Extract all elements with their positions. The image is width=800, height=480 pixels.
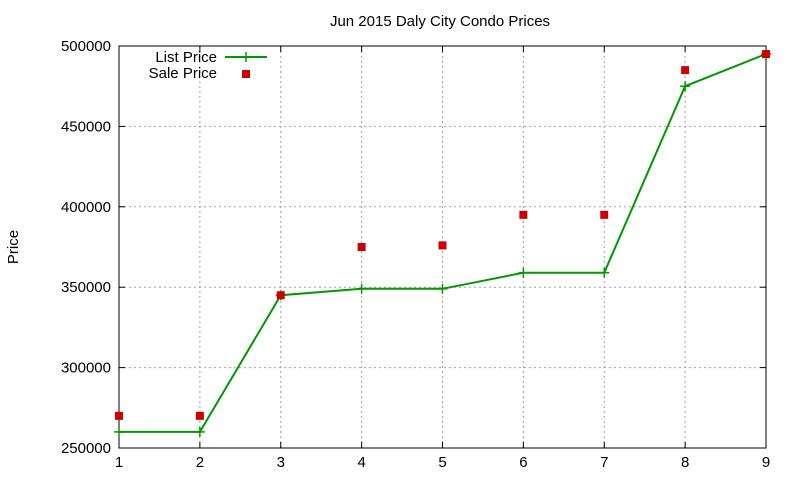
sale-price-point — [762, 50, 770, 59]
list-price-point — [356, 283, 367, 294]
list-price-point — [518, 267, 529, 278]
sale-price-point — [600, 210, 609, 219]
list-price-point — [194, 426, 205, 437]
x-tick-label: 3 — [277, 454, 285, 471]
y-tick-label: 300000 — [61, 360, 111, 377]
sale-price-point — [357, 243, 366, 251]
legend-label: List Price — [155, 49, 217, 66]
sale-price-point — [519, 210, 528, 219]
axis-ticks: 1 2 3 4 5 6 7 8 9 250000 300000 350000 400000 450000 5… — [61, 38, 770, 471]
legend-swatch-plus — [241, 52, 251, 62]
sale-price-point — [276, 291, 285, 300]
x-tick-label: 1 — [115, 454, 123, 471]
x-tick-label: 6 — [519, 454, 527, 471]
list-price-point — [114, 426, 124, 437]
y-tick-label: 250000 — [61, 440, 111, 457]
y-tick-label: 350000 — [61, 279, 111, 296]
x-tick-label: 8 — [681, 454, 689, 471]
series-2 — [115, 50, 770, 420]
sale-price-point — [115, 411, 123, 420]
x-tick-label: 7 — [600, 454, 608, 471]
y-tick-label: 400000 — [61, 199, 111, 216]
chart-title: Jun 2015 Daly City Condo Prices — [330, 13, 550, 30]
plot-frame — [118, 45, 767, 449]
x-tick-label: 5 — [438, 454, 446, 471]
sale-price-point — [681, 66, 690, 75]
list-price-point — [437, 283, 448, 294]
x-tick-label: 2 — [196, 454, 204, 471]
y-tick-label: 500000 — [61, 38, 111, 55]
sale-price-point — [438, 241, 447, 250]
y-axis-label: Price — [5, 230, 22, 264]
legend-label: Sale Price — [149, 65, 217, 82]
y-tick-label: 450000 — [61, 118, 111, 135]
sale-price-point — [195, 411, 204, 420]
legend-swatch-square — [242, 70, 250, 78]
list-price-point — [680, 81, 691, 92]
x-tick-label: 9 — [762, 454, 770, 471]
x-tick-label: 4 — [357, 454, 365, 471]
list-price-point — [599, 267, 610, 278]
series — [114, 49, 771, 437]
